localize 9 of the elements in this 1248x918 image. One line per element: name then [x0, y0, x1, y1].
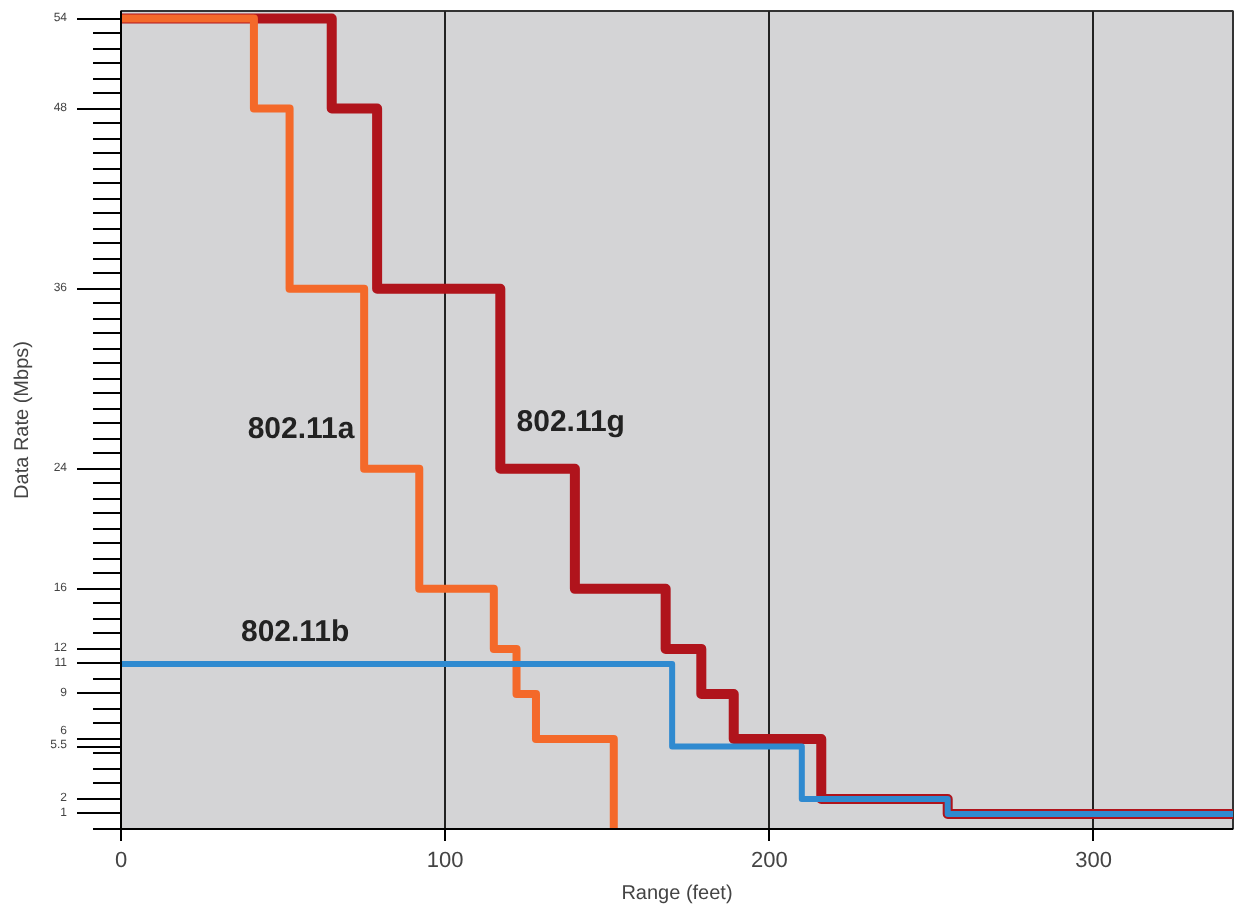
y-axis-title: Data Rate (Mbps)	[12, 341, 35, 499]
x-tick-label: 0	[114, 849, 128, 873]
series-label: 802.11a	[247, 412, 356, 447]
series-label: 802.11g	[516, 404, 625, 439]
series-label: 802.11b	[240, 614, 350, 649]
x-axis-title: Range (feet)	[621, 883, 733, 905]
x-tick-label: 300	[1075, 849, 1112, 873]
x-tick-label: 100	[426, 849, 464, 873]
x-tick-label: 200	[751, 849, 788, 873]
